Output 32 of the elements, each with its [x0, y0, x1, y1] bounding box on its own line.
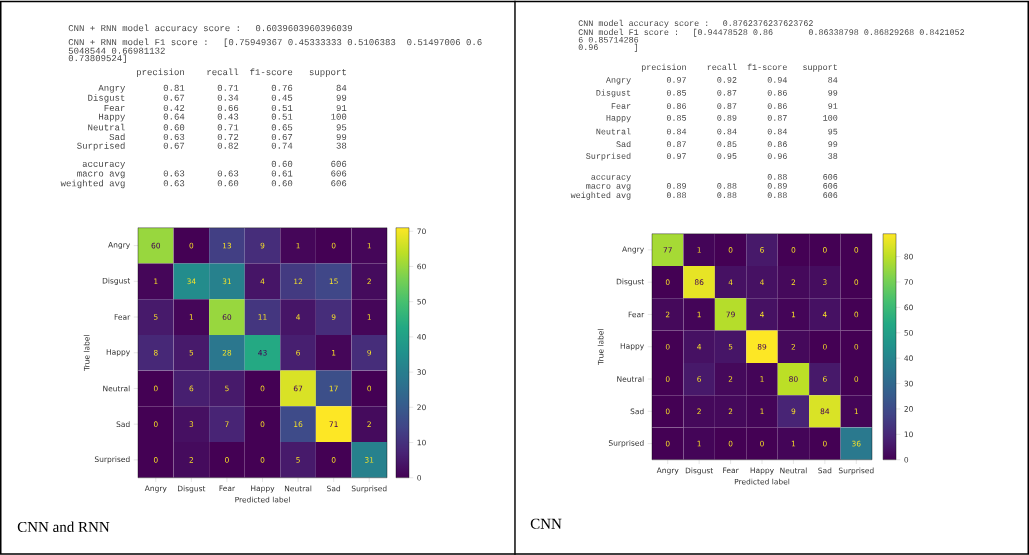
text: CNN + RNN model F1 score : [0.75949367 0.45333333 0.5106383 0.51497006 0.6 [68, 38, 482, 47]
text: Happy 0.64 0.43 0.51 100 [99, 113, 347, 122]
text: Disgust 0.85 0.87 0.86 99 [596, 89, 838, 98]
text: 0.96 ] [578, 43, 638, 52]
text: 6 0.85714286 [578, 36, 639, 43]
text: accuracy 0.88 606 [591, 173, 838, 182]
text: 0.73809524] [68, 54, 126, 63]
text: weighted avg 0.63 0.60 0.60 606 [60, 179, 347, 188]
text: CNN [530, 518, 562, 529]
text: macro avg 0.63 0.63 0.61 606 [77, 170, 347, 179]
text: macro avg 0.89 0.88 0.89 606 [586, 182, 838, 191]
text: Angry 0.81 0.71 0.76 84 [98, 84, 347, 93]
text: weighted avg 0.88 0.88 0.88 606 [570, 191, 838, 200]
text: accuracy 0.60 606 [82, 160, 347, 169]
text: Sad 0.63 0.72 0.67 99 [109, 133, 347, 140]
text: Fear 0.86 0.87 0.86 91 [611, 102, 838, 109]
text: 5048544 0.66981132 [68, 47, 165, 54]
text: Happy 0.85 0.89 0.87 100 [606, 114, 838, 123]
text: Surprised 0.97 0.95 0.96 38 [586, 152, 838, 161]
text: precision recall f1-score support [641, 63, 837, 72]
text: CNN + RNN model accuracy score : 0.6039603960396039 [68, 24, 352, 33]
text: Neutral 0.84 0.84 0.84 95 [596, 128, 838, 135]
text: Neutral 0.60 0.71 0.65 95 [88, 123, 347, 131]
text: CNN model F1 score : [0.94478528 0.86 0.86338798 0.86829268 0.8421052 [578, 28, 965, 37]
text: Fear 0.42 0.66 0.51 91 [104, 104, 347, 111]
text: CNN and RNN [17, 521, 110, 532]
text: precision recall f1-score support [136, 68, 346, 77]
text: Disgust 0.67 0.34 0.45 99 [88, 93, 347, 103]
text: Sad 0.87 0.85 0.86 99 [616, 140, 838, 147]
text: Surprised 0.67 0.82 0.74 38 [77, 141, 347, 151]
text: CNN model accuracy score : 0.8762376237623762 [578, 19, 813, 28]
text: Angry 0.97 0.92 0.94 84 [605, 76, 838, 85]
